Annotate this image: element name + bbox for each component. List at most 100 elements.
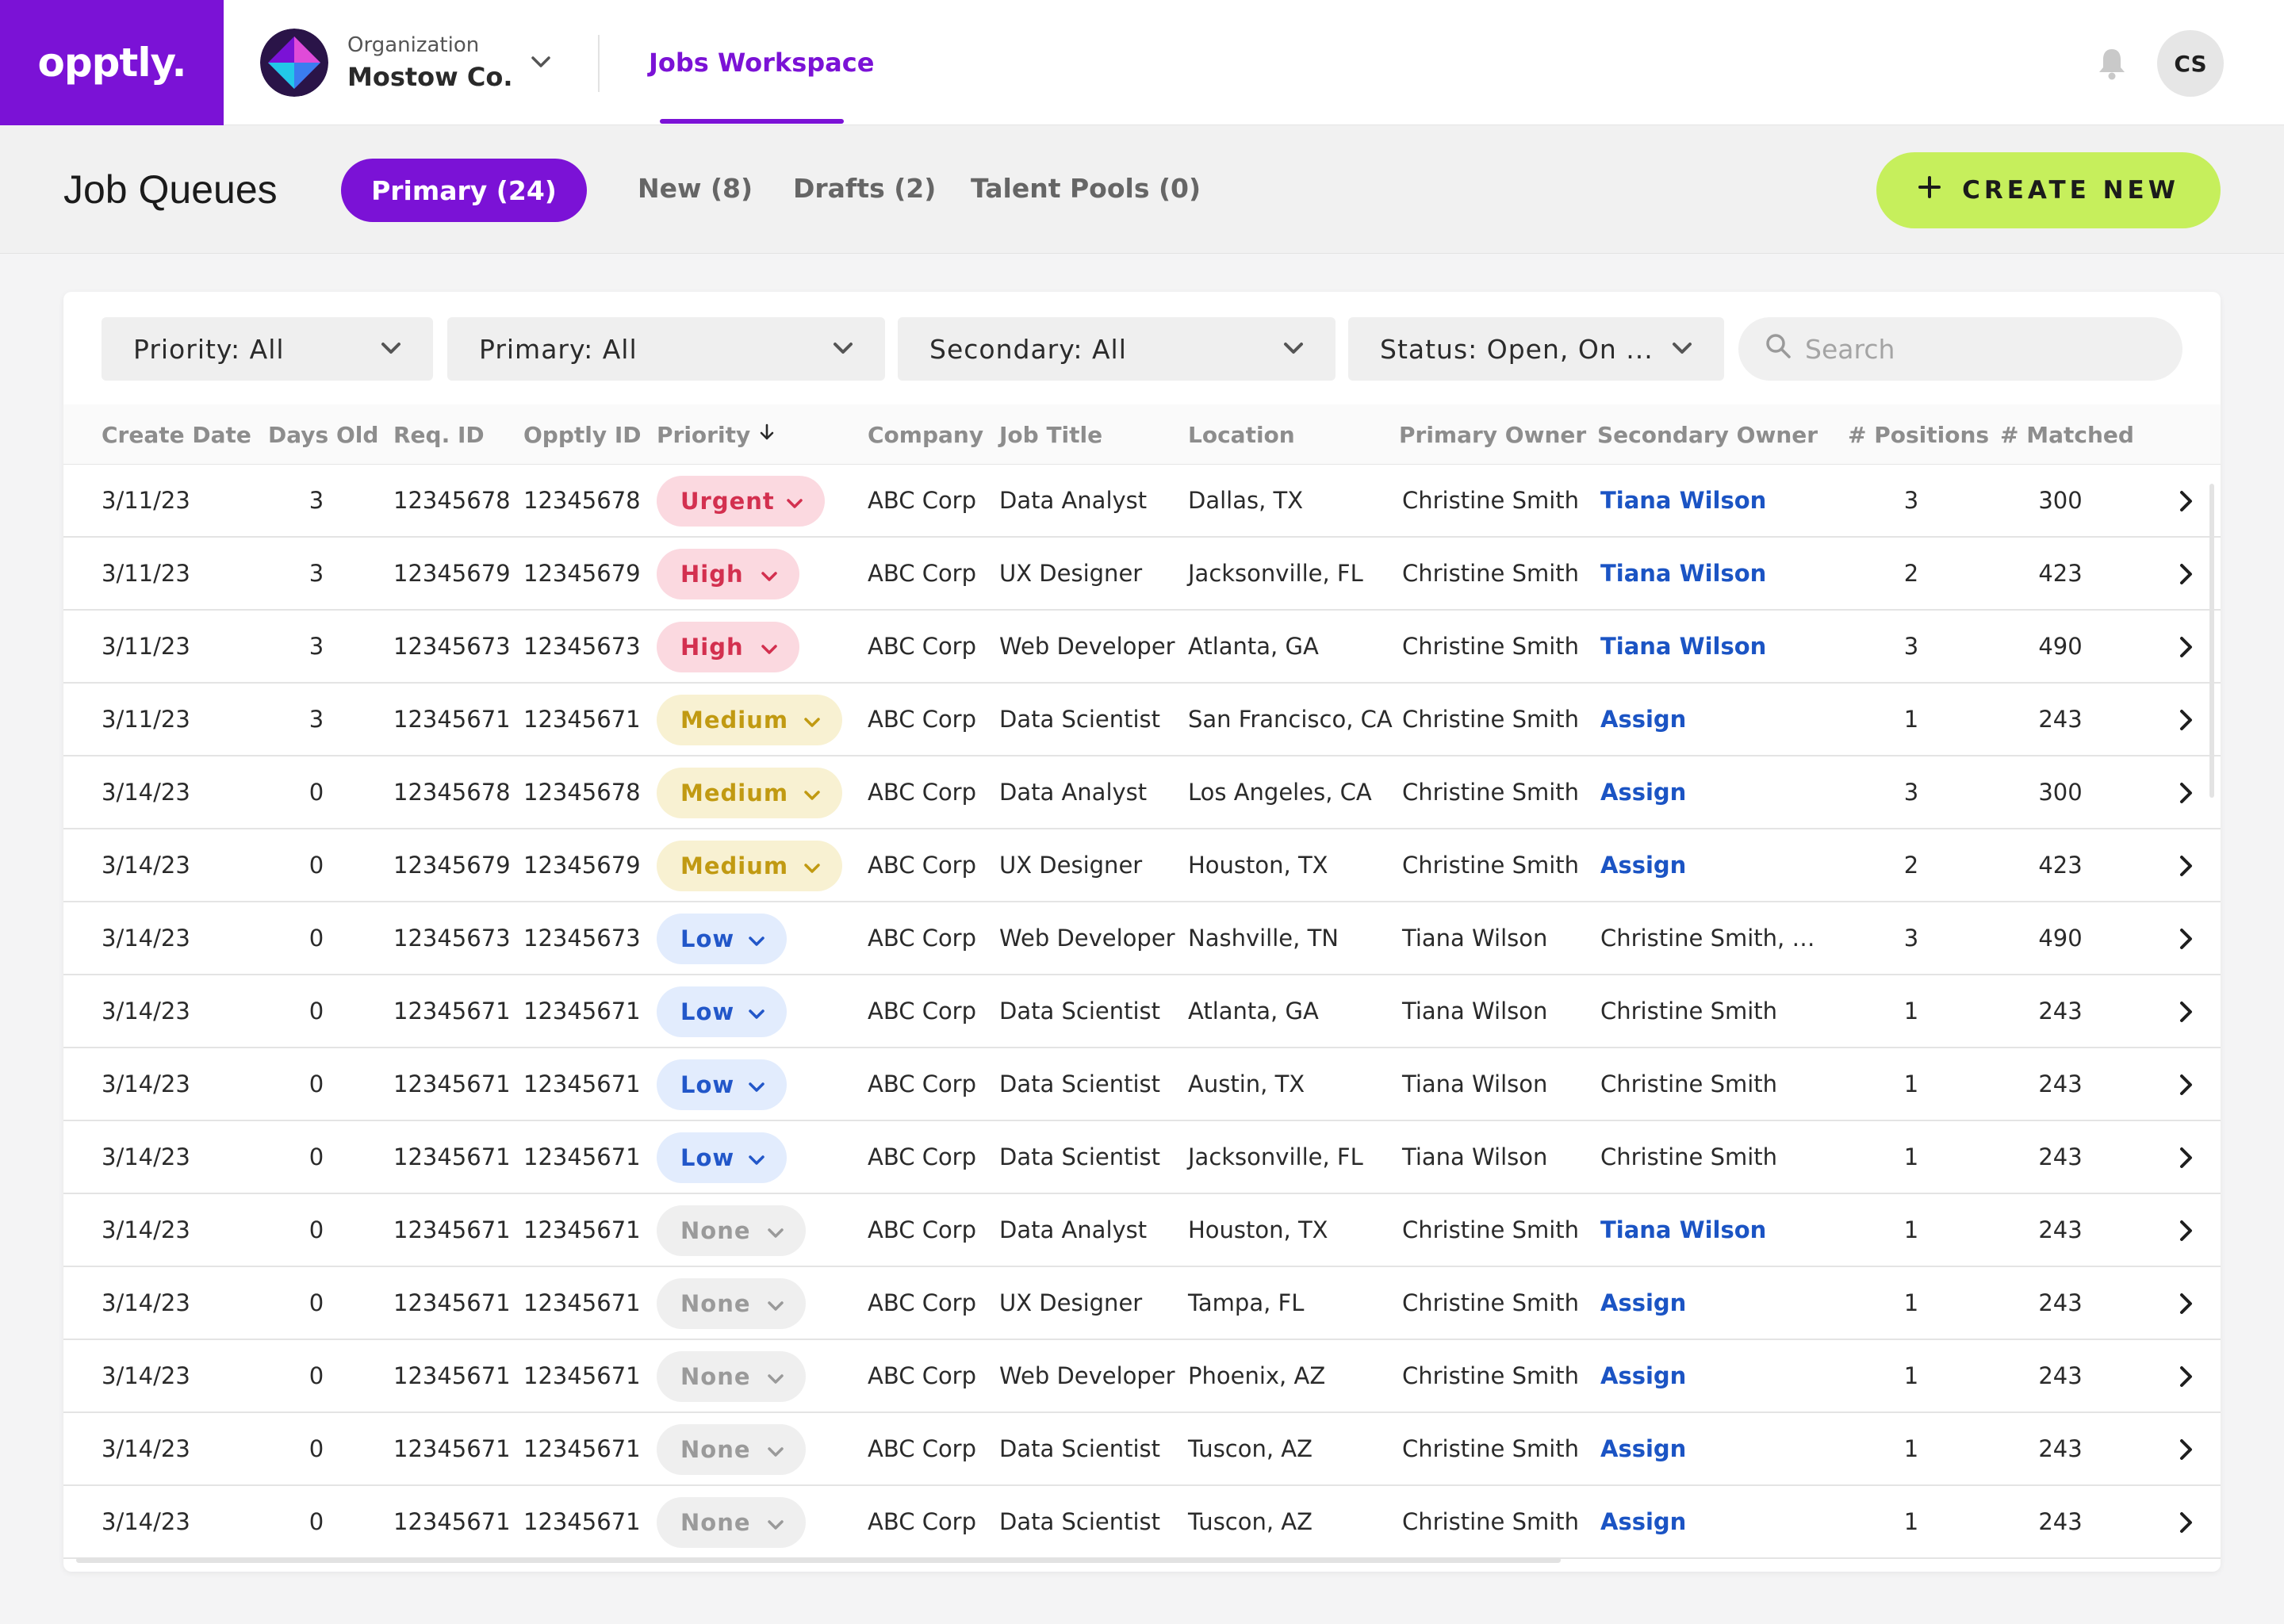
- table-row[interactable]: 3/14/23 0 12345671 12345671 None ABC Corp Data…: [63, 1486, 2221, 1559]
- priority-dropdown[interactable]: Medium: [657, 768, 842, 818]
- assign-link[interactable]: Assign: [1600, 706, 1687, 733]
- assign-link[interactable]: Assign: [1600, 1508, 1687, 1535]
- chevron-down-icon[interactable]: [525, 46, 557, 78]
- assign-link[interactable]: Assign: [1600, 1289, 1687, 1316]
- chevron-right-icon[interactable]: [2175, 1145, 2197, 1170]
- positions-cell: 3: [1903, 633, 1919, 660]
- secondary-owner-link[interactable]: Tiana Wilson: [1600, 487, 1767, 514]
- table-row[interactable]: 3/11/23 3 12345678 12345678 Urgent ABC Corp Da…: [63, 465, 2221, 538]
- chevron-right-icon[interactable]: [2175, 999, 2197, 1025]
- chevron-right-icon[interactable]: [2175, 707, 2197, 733]
- secondary-owner-filter[interactable]: Secondary: All: [898, 317, 1336, 381]
- table-row[interactable]: 3/14/23 0 12345671 12345671 Low ABC Corp Data …: [63, 1121, 2221, 1194]
- column-header-days-old[interactable]: Days Old: [268, 422, 379, 448]
- assign-link[interactable]: Assign: [1600, 1435, 1687, 1462]
- bell-icon[interactable]: [2095, 46, 2129, 81]
- priority-dropdown[interactable]: None: [657, 1497, 806, 1548]
- brand-logo[interactable]: opptly.: [0, 0, 224, 125]
- column-header-location[interactable]: Location: [1188, 422, 1295, 448]
- column-header-job-title[interactable]: Job Title: [999, 422, 1103, 448]
- table-row[interactable]: 3/14/23 0 12345671 12345671 None ABC Corp Data…: [63, 1194, 2221, 1267]
- table-row[interactable]: 3/14/23 0 12345671 12345671 Low ABC Corp Data …: [63, 1048, 2221, 1121]
- positions-cell: 3: [1903, 779, 1919, 806]
- table-row[interactable]: 3/14/23 0 12345679 12345679 Medium ABC Corp UX…: [63, 829, 2221, 902]
- organization-name[interactable]: Mostow Co.: [347, 62, 513, 92]
- create-new-label: CREATE NEW: [1962, 176, 2179, 205]
- company-cell: ABC Corp: [868, 1508, 977, 1535]
- search-box[interactable]: [1738, 317, 2182, 381]
- column-header-secondary-owner[interactable]: Secondary Owner: [1597, 422, 1818, 448]
- column-header-opptly-id[interactable]: Opptly ID: [523, 422, 642, 448]
- chevron-right-icon[interactable]: [2175, 634, 2197, 660]
- chevron-right-icon[interactable]: [2175, 1291, 2197, 1316]
- priority-dropdown[interactable]: Medium: [657, 841, 842, 891]
- priority-dropdown[interactable]: Medium: [657, 695, 842, 745]
- column-header-primary-owner[interactable]: Primary Owner: [1399, 422, 1587, 448]
- column-header-req-id[interactable]: Req. ID: [393, 422, 485, 448]
- tab-drafts[interactable]: Drafts (2): [793, 173, 937, 204]
- horizontal-scrollbar[interactable]: [76, 1557, 1561, 1563]
- chevron-right-icon[interactable]: [2175, 1218, 2197, 1243]
- create-new-button[interactable]: CREATE NEW: [1876, 152, 2221, 228]
- assign-link[interactable]: Assign: [1600, 852, 1687, 879]
- primary-owner-cell: Christine Smith: [1402, 560, 1580, 587]
- secondary-owner-link[interactable]: Tiana Wilson: [1600, 560, 1767, 587]
- table-row[interactable]: 3/14/23 0 12345671 12345671 None ABC Corp Web …: [63, 1340, 2221, 1413]
- priority-dropdown[interactable]: None: [657, 1278, 806, 1329]
- table-row[interactable]: 3/11/23 3 12345679 12345679 High ABC Corp UX D…: [63, 538, 2221, 611]
- primary-owner-filter[interactable]: Primary: All: [447, 317, 885, 381]
- chevron-right-icon[interactable]: [2175, 926, 2197, 952]
- table-row[interactable]: 3/14/23 0 12345673 12345673 Low ABC Corp Web D…: [63, 902, 2221, 975]
- vertical-scrollbar[interactable]: [2209, 484, 2214, 798]
- table-row[interactable]: 3/14/23 0 12345671 12345671 Low ABC Corp Data …: [63, 975, 2221, 1048]
- column-header-positions[interactable]: # Positions: [1848, 422, 1990, 448]
- priority-dropdown[interactable]: None: [657, 1205, 806, 1256]
- column-header-create-date[interactable]: Create Date: [102, 422, 251, 448]
- priority-dropdown[interactable]: Low: [657, 986, 787, 1037]
- tab-new[interactable]: New (8): [638, 173, 753, 204]
- company-cell: ABC Corp: [868, 852, 977, 879]
- create-date-cell: 3/14/23: [102, 925, 190, 952]
- matched-cell: 243: [2038, 1508, 2083, 1535]
- chevron-right-icon[interactable]: [2175, 1072, 2197, 1097]
- chevron-right-icon[interactable]: [2175, 488, 2197, 514]
- priority-dropdown[interactable]: None: [657, 1424, 806, 1475]
- chevron-right-icon[interactable]: [2175, 853, 2197, 879]
- secondary-owner-link[interactable]: Tiana Wilson: [1600, 633, 1767, 660]
- company-cell: ABC Corp: [868, 706, 977, 733]
- priority-dropdown[interactable]: Low: [657, 1059, 787, 1110]
- chevron-right-icon[interactable]: [2175, 1364, 2197, 1389]
- nav-jobs-workspace[interactable]: Jobs Workspace: [649, 48, 875, 78]
- matched-cell: 423: [2038, 852, 2083, 879]
- secondary-owner-link[interactable]: Tiana Wilson: [1600, 1216, 1767, 1243]
- assign-link[interactable]: Assign: [1600, 1362, 1687, 1389]
- priority-dropdown[interactable]: High: [657, 622, 799, 672]
- priority-dropdown[interactable]: Low: [657, 914, 787, 964]
- table-row[interactable]: 3/11/23 3 12345673 12345673 High ABC Corp Web …: [63, 611, 2221, 684]
- table-row[interactable]: 3/11/23 3 12345671 12345671 Medium ABC Corp Da…: [63, 684, 2221, 756]
- search-input[interactable]: [1805, 333, 2154, 365]
- priority-dropdown[interactable]: High: [657, 549, 799, 599]
- table-row[interactable]: 3/14/23 0 12345671 12345671 None ABC Corp Data…: [63, 1413, 2221, 1486]
- column-header-company[interactable]: Company: [868, 422, 984, 448]
- column-header-priority[interactable]: Priority: [657, 422, 776, 448]
- tab-talent-pools[interactable]: Talent Pools (0): [971, 173, 1201, 204]
- table-row[interactable]: 3/14/23 0 12345678 12345678 Medium ABC Corp Da…: [63, 756, 2221, 829]
- assign-link[interactable]: Assign: [1600, 779, 1687, 806]
- priority-filter[interactable]: Priority: All: [102, 317, 433, 381]
- chevron-down-icon: [766, 1221, 785, 1248]
- column-header-matched[interactable]: # Matched: [2000, 422, 2134, 448]
- chevron-right-icon[interactable]: [2175, 561, 2197, 587]
- chevron-right-icon[interactable]: [2175, 1510, 2197, 1535]
- user-avatar[interactable]: CS: [2157, 30, 2224, 97]
- chevron-right-icon[interactable]: [2175, 1437, 2197, 1462]
- create-date-cell: 3/14/23: [102, 1435, 190, 1462]
- priority-dropdown[interactable]: None: [657, 1351, 806, 1402]
- priority-dropdown[interactable]: Low: [657, 1132, 787, 1183]
- chevron-right-icon[interactable]: [2175, 780, 2197, 806]
- table-row[interactable]: 3/14/23 0 12345671 12345671 None ABC Corp UX D…: [63, 1267, 2221, 1340]
- priority-dropdown[interactable]: Urgent: [657, 476, 825, 527]
- status-filter[interactable]: Status: Open, On ...: [1348, 317, 1724, 381]
- tab-primary[interactable]: Primary (24): [341, 159, 587, 222]
- job-title-cell: UX Designer: [999, 560, 1143, 587]
